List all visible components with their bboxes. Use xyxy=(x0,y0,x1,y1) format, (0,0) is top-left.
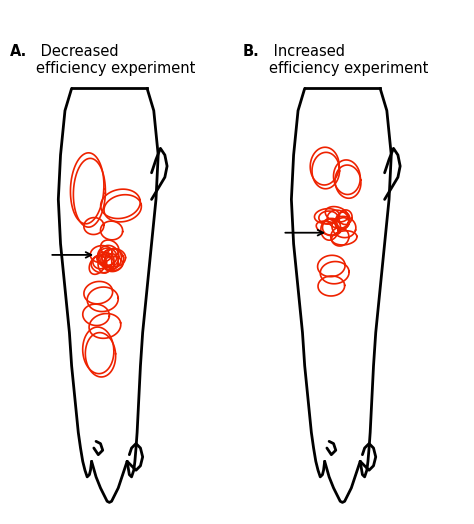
Text: B.: B. xyxy=(243,44,259,59)
Text: A.: A. xyxy=(9,44,27,59)
Text: Increased
efficiency experiment: Increased efficiency experiment xyxy=(269,44,428,77)
Text: Decreased
efficiency experiment: Decreased efficiency experiment xyxy=(36,44,195,77)
